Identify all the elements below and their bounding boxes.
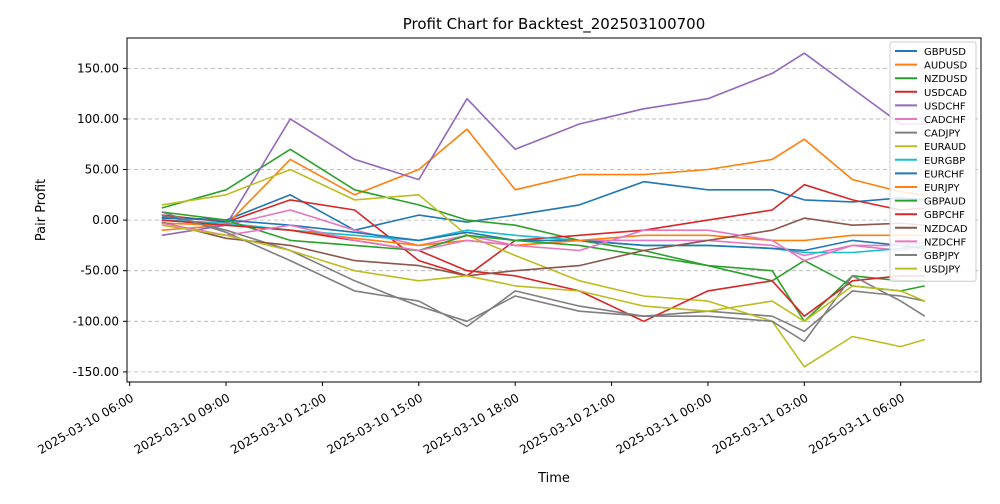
legend-label: USDJPY bbox=[924, 265, 961, 276]
legend-label: USDCHF bbox=[924, 101, 966, 112]
y-axis-label: Pair Profit bbox=[34, 179, 49, 241]
y-tick-label: 0.00 bbox=[92, 213, 119, 227]
y-tick-label: 100.00 bbox=[77, 112, 119, 126]
chart-title: Profit Chart for Backtest_202503100700 bbox=[403, 15, 706, 34]
series-line-usdcad bbox=[161, 183, 925, 277]
x-tick-label: 2025-03-10 18:00 bbox=[421, 391, 522, 457]
y-tick-label: 50.00 bbox=[85, 163, 119, 177]
x-tick-label: 2025-03-10 15:00 bbox=[324, 391, 425, 457]
series-layer bbox=[161, 52, 926, 368]
x-tick-label: 2025-03-10 12:00 bbox=[228, 391, 329, 457]
grid-layer bbox=[127, 67, 981, 373]
series-line-usdjpy bbox=[161, 224, 926, 323]
series-line-gbpaud bbox=[161, 211, 925, 323]
legend-label: GBPUSD bbox=[924, 47, 966, 58]
series-line-gbpusd bbox=[161, 180, 925, 231]
legend: GBPUSD AUDUSD NZDUSD USDCAD USDCHF CADCHF CADJ… bbox=[889, 41, 977, 282]
legend-box bbox=[889, 41, 977, 282]
x-tick-label: 2025-03-11 06:00 bbox=[806, 391, 907, 457]
y-tick-label: -50.00 bbox=[80, 264, 119, 278]
x-tick-label: 2025-03-10 09:00 bbox=[132, 391, 233, 457]
legend-label: AUDUSD bbox=[924, 61, 968, 72]
legend-label: NZDUSD bbox=[924, 74, 968, 85]
legend-label: USDCAD bbox=[924, 88, 967, 99]
legend-label: EURAUD bbox=[924, 142, 966, 153]
y-tick-label: -150.00 bbox=[73, 365, 119, 379]
plot-frame bbox=[126, 37, 982, 383]
y-axis: -150.00 -100.00 -50.00 0.00 50.00 100.00 150.0… bbox=[73, 61, 127, 379]
legend-label: NZDCHF bbox=[924, 237, 967, 248]
series-line-cadjpy bbox=[161, 214, 925, 333]
x-tick-label: 2025-03-10 21:00 bbox=[517, 391, 618, 457]
series-line-usdchf bbox=[161, 52, 925, 237]
legend-label: NZDCAD bbox=[924, 224, 968, 235]
x-tick-label: 2025-03-11 00:00 bbox=[614, 391, 715, 457]
series-line-nzdcad bbox=[161, 217, 925, 277]
legend-label: GBPCHF bbox=[924, 210, 965, 221]
legend-label: CADJPY bbox=[924, 129, 961, 140]
x-axis-label: Time bbox=[537, 471, 570, 486]
series-line-audusd bbox=[161, 128, 925, 231]
legend-label: CADCHF bbox=[924, 115, 966, 126]
legend-label: EURJPY bbox=[924, 183, 960, 194]
y-tick-label: -100.00 bbox=[73, 314, 119, 328]
legend-label: GBPAUD bbox=[924, 197, 966, 208]
x-tick-label: 2025-03-11 03:00 bbox=[710, 391, 811, 457]
legend-label: EURCHF bbox=[924, 169, 965, 180]
series-line-euraud bbox=[161, 168, 926, 368]
legend-label: EURGBP bbox=[924, 156, 965, 167]
x-tick-label: 2025-03-10 06:00 bbox=[35, 391, 136, 457]
legend-label: GBPJPY bbox=[924, 251, 960, 262]
series-line-nzdchf bbox=[161, 222, 925, 262]
y-tick-label: 150.00 bbox=[77, 61, 119, 75]
